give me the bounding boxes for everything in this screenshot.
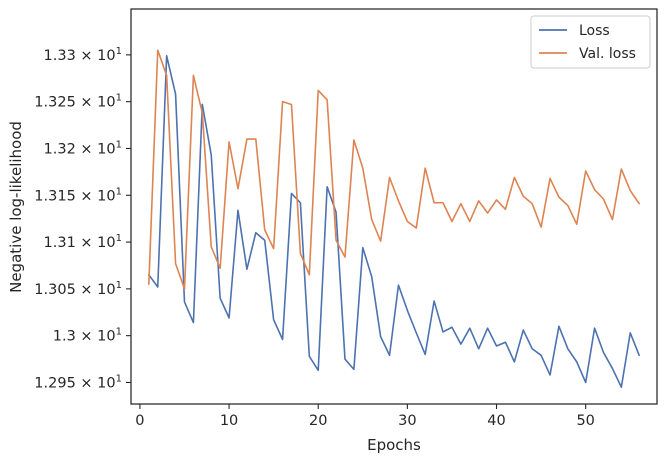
legend-label-val-loss: Val. loss [579, 46, 636, 62]
y-tick-label: 1.305 × 101 [34, 280, 122, 298]
x-tick-label: 50 [576, 413, 594, 429]
x-tick-label: 40 [487, 413, 505, 429]
x-tick-label: 20 [309, 413, 327, 429]
x-tick-label: 0 [135, 413, 144, 429]
x-axis: 0 10 20 30 40 50 [135, 404, 595, 429]
series-layer [148, 49, 640, 388]
y-tick-label: 1.315 × 101 [34, 186, 122, 204]
y-tick-label: 1.295 × 101 [34, 373, 122, 391]
y-tick-label: 1.32 × 101 [44, 139, 122, 157]
legend-label-loss: Loss [579, 23, 610, 39]
series-line-loss [148, 54, 640, 388]
x-tick-label: 10 [220, 413, 238, 429]
x-axis-title: Epochs [367, 436, 421, 454]
legend-box [530, 15, 651, 69]
y-tick-label: 1.31 × 101 [44, 233, 122, 251]
plot-area [131, 9, 657, 404]
y-tick-label: 1.3 × 101 [53, 327, 122, 345]
y-axis: 1.295 × 101 1.3 × 101 1.305 × 101 1.31 × 10… [34, 46, 131, 391]
series-line-val-loss [148, 49, 640, 290]
y-tick-label: 1.325 × 101 [34, 93, 122, 111]
legend: Loss Val. loss [530, 15, 651, 69]
plot-frame [130, 8, 658, 405]
y-tick-label: 1.33 × 101 [44, 46, 122, 64]
x-tick-label: 30 [398, 413, 416, 429]
y-axis-title: Negative log-likelihood [7, 121, 25, 293]
